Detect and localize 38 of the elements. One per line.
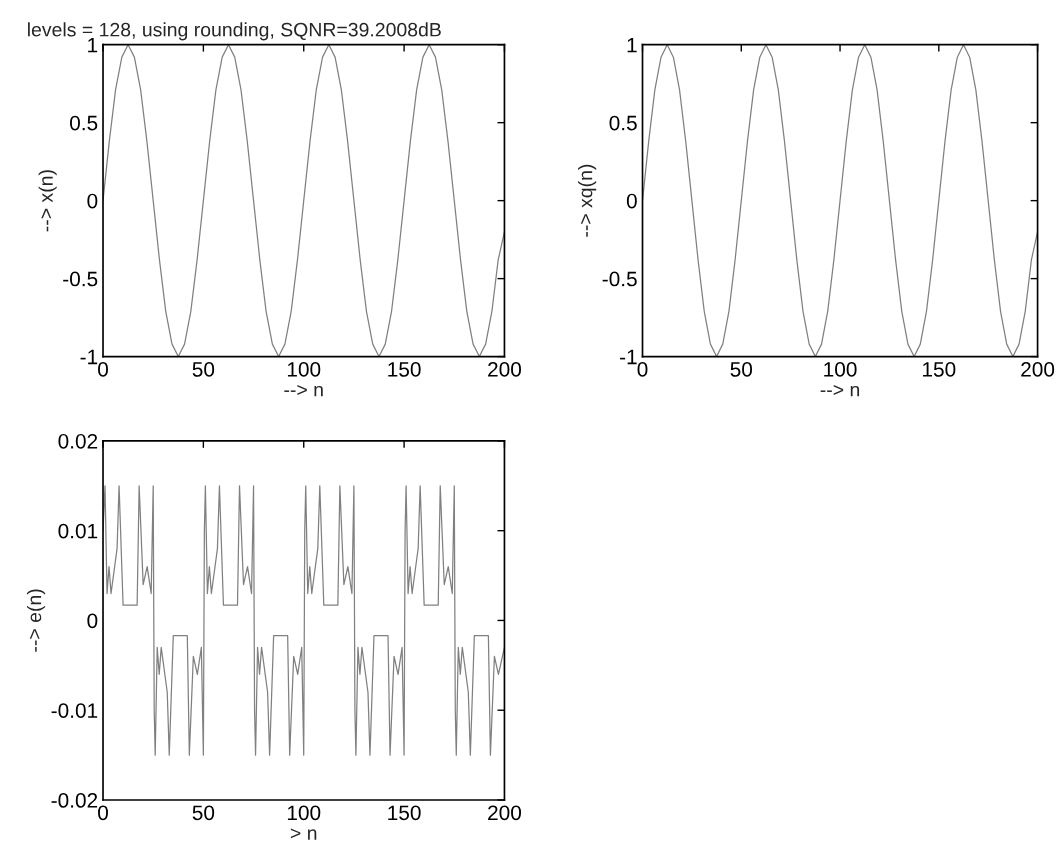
y-axis-title: --> x(n) <box>38 170 57 232</box>
y-tick-label: 0 <box>626 193 637 209</box>
x-tick-label: 150 <box>388 362 421 377</box>
x-axis-title: > n <box>290 828 317 840</box>
x-tick-label: 50 <box>192 805 215 821</box>
x-tick-label: 200 <box>1021 362 1055 377</box>
y-tick-label: 0.02 <box>58 433 98 449</box>
x-tick-label: 0 <box>637 362 648 377</box>
x-tick-label: 50 <box>730 362 753 377</box>
x-axis-title: --> n <box>820 385 860 397</box>
x-tick-label: 150 <box>388 805 421 821</box>
line-series <box>103 485 505 756</box>
x-tick-label: 200 <box>488 805 522 821</box>
y-tick-label: 1 <box>627 37 637 53</box>
line-series <box>642 44 1038 357</box>
line-series <box>103 44 505 357</box>
y-tick-label: -1 <box>80 349 98 365</box>
x-tick-label: 200 <box>488 362 522 377</box>
x-tick-label: 100 <box>824 362 857 377</box>
y-tick-label: 0 <box>87 193 98 209</box>
y-axis-title: --> e(n) <box>26 589 46 652</box>
y-axis-title: --> xq(n) <box>578 164 597 237</box>
x-tick-label: 0 <box>98 362 108 377</box>
x-tick-label: 100 <box>287 362 321 377</box>
x-tick-label: 0 <box>98 805 108 821</box>
y-tick-label: -1 <box>620 349 637 365</box>
y-tick-label: 0.5 <box>609 115 637 131</box>
x-tick-label: 50 <box>192 362 215 377</box>
y-tick-label: 0.5 <box>70 115 98 131</box>
x-tick-label: 150 <box>923 362 956 377</box>
y-tick-label: 0.01 <box>58 523 98 539</box>
y-tick-label: -0.5 <box>602 271 637 287</box>
y-tick-label: -0.02 <box>51 793 98 808</box>
y-tick-label: -0.5 <box>63 271 98 287</box>
x-axis-title: --> n <box>284 385 323 397</box>
y-tick-label: 0 <box>87 613 98 629</box>
y-tick-label: -0.01 <box>51 703 98 718</box>
x-tick-label: 100 <box>287 805 321 821</box>
